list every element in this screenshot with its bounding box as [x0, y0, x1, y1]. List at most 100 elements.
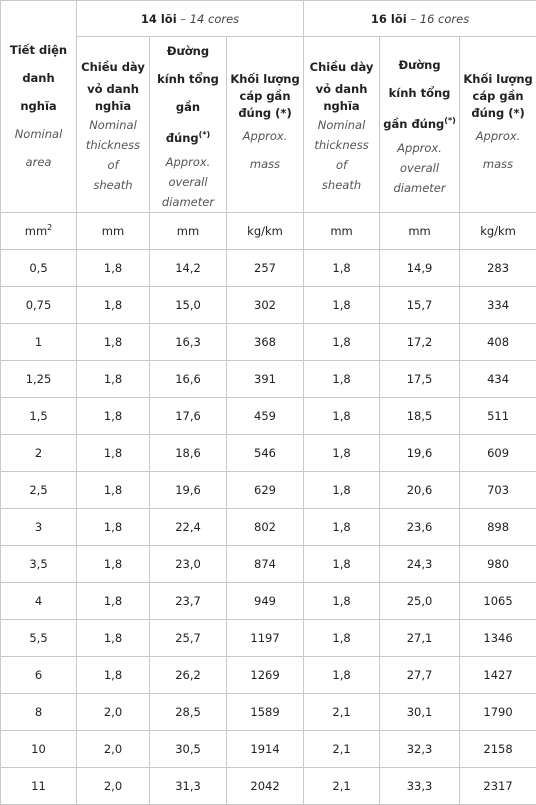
cell-mass-14: 257: [227, 249, 304, 286]
cell-mass-14: 629: [227, 471, 304, 508]
cell-mass-16: 1790: [460, 693, 536, 730]
cell-diameter-16: 17,2: [380, 323, 460, 360]
cell-mass-14: 949: [227, 582, 304, 619]
diameter-sup: (*): [444, 116, 456, 125]
mass-vi-2: cáp gần: [230, 88, 300, 105]
header-area: Tiết diện danh nghĩa Nominal area: [1, 1, 77, 213]
thickness-en-1: Nominal: [307, 115, 376, 135]
unit-diameter: mm: [150, 212, 227, 249]
header-area-en-2: area: [4, 148, 73, 176]
diameter-vi-2: kính tổng: [153, 65, 223, 93]
diameter-en-3: diameter: [153, 192, 223, 212]
cell-thickness-16: 1,8: [304, 286, 380, 323]
cell-thickness-14: 1,8: [77, 434, 150, 471]
cell-thickness-16: 1,8: [304, 656, 380, 693]
group-14-sep: –: [177, 12, 190, 26]
thickness-en-3: sheath: [80, 175, 146, 195]
cell-diameter-14: 15,0: [150, 286, 227, 323]
cell-diameter-14: 17,6: [150, 397, 227, 434]
cell-thickness-16: 2,1: [304, 693, 380, 730]
cell-diameter-14: 23,0: [150, 545, 227, 582]
diameter-vi-2: kính tổng: [383, 79, 456, 107]
cell-diameter-14: 23,7: [150, 582, 227, 619]
unit-mass: kg/km: [227, 212, 304, 249]
cell-diameter-14: 30,5: [150, 730, 227, 767]
cell-mass-14: 391: [227, 360, 304, 397]
group-14-vi: 14 lõi: [141, 12, 177, 26]
thickness-vi-2: vỏ danh: [80, 81, 146, 98]
cell-thickness-16: 1,8: [304, 323, 380, 360]
cell-area: 3: [1, 508, 77, 545]
cell-mass-16: 408: [460, 323, 536, 360]
cell-mass-16: 283: [460, 249, 536, 286]
cell-thickness-16: 1,8: [304, 508, 380, 545]
header-diameter-16: Đường kính tổng gần đúng(*) Approx. over…: [380, 37, 460, 213]
mass-vi-2: cáp gần: [463, 88, 533, 105]
cell-mass-16: 609: [460, 434, 536, 471]
header-area-vi-1: Tiết diện: [4, 36, 73, 64]
cell-thickness-14: 1,8: [77, 249, 150, 286]
cell-area: 1,5: [1, 397, 77, 434]
cell-diameter-14: 28,5: [150, 693, 227, 730]
cell-area: 1,25: [1, 360, 77, 397]
cell-area: 2: [1, 434, 77, 471]
group-14-en: 14 cores: [190, 12, 239, 26]
cell-thickness-14: 1,8: [77, 582, 150, 619]
diameter-en-2: overall: [153, 172, 223, 192]
cell-mass-14: 546: [227, 434, 304, 471]
cell-thickness-16: 1,8: [304, 471, 380, 508]
cell-thickness-16: 2,1: [304, 730, 380, 767]
diameter-en-1: Approx.: [383, 138, 456, 158]
units-row: mm2 mm mm kg/km mm mm kg/km: [1, 212, 536, 249]
diameter-vi-1: Đường: [153, 37, 223, 65]
cell-area: 8: [1, 693, 77, 730]
cell-mass-14: 368: [227, 323, 304, 360]
header-main-row: Chiều dày vỏ danh nghĩa Nominal thicknes…: [1, 37, 536, 213]
thickness-en-2: thickness of: [80, 135, 146, 175]
cell-area: 0,75: [1, 286, 77, 323]
cell-area: 4: [1, 582, 77, 619]
unit-area-exp: 2: [47, 223, 52, 232]
cell-thickness-14: 2,0: [77, 767, 150, 804]
cell-mass-16: 1065: [460, 582, 536, 619]
unit-area: mm2: [1, 212, 77, 249]
cell-diameter-14: 16,6: [150, 360, 227, 397]
cell-diameter-16: 15,7: [380, 286, 460, 323]
cell-thickness-16: 1,8: [304, 434, 380, 471]
cell-diameter-16: 14,9: [380, 249, 460, 286]
cell-mass-14: 2042: [227, 767, 304, 804]
group-16-en: 16 cores: [420, 12, 469, 26]
group-16-cores: 16 lõi – 16 cores: [304, 1, 536, 37]
cell-area: 1: [1, 323, 77, 360]
cell-area: 5,5: [1, 619, 77, 656]
mass-en-1: Approx.: [230, 122, 300, 150]
mass-vi-1: Khối lượng: [463, 71, 533, 88]
thickness-vi-3: nghĩa: [80, 98, 146, 115]
cell-mass-14: 302: [227, 286, 304, 323]
cell-diameter-14: 26,2: [150, 656, 227, 693]
cell-mass-14: 1197: [227, 619, 304, 656]
cell-diameter-16: 17,5: [380, 360, 460, 397]
cell-thickness-14: 2,0: [77, 730, 150, 767]
unit-thickness: mm: [77, 212, 150, 249]
cell-mass-16: 2158: [460, 730, 536, 767]
diameter-en-1: Approx.: [153, 152, 223, 172]
thickness-vi-1: Chiều dày: [307, 53, 376, 81]
cell-diameter-14: 18,6: [150, 434, 227, 471]
group-14-cores: 14 lõi – 14 cores: [77, 1, 304, 37]
cell-mass-14: 1269: [227, 656, 304, 693]
diameter-en-3: diameter: [383, 178, 456, 198]
diameter-vi-3: gần đúng: [166, 100, 200, 145]
group-16-sep: –: [407, 12, 420, 26]
mass-en-2: mass: [230, 150, 300, 178]
cell-thickness-14: 1,8: [77, 323, 150, 360]
cell-diameter-16: 19,6: [380, 434, 460, 471]
